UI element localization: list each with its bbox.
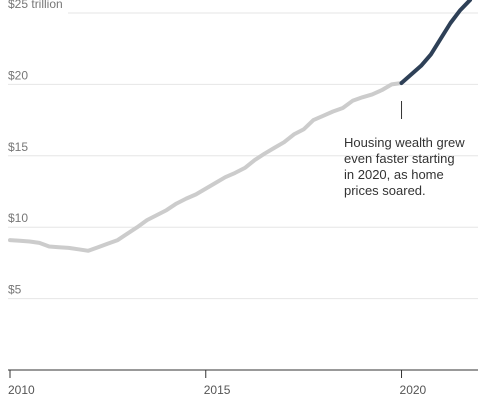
x-axis-ticks: 2010 2015 2020	[8, 370, 427, 397]
x-tick-label: 2020	[400, 383, 427, 397]
y-tick-label: $20	[8, 68, 28, 82]
series-line-2	[399, 0, 472, 85]
annotation-text: Housing wealth grew even faster starting i…	[344, 135, 465, 198]
y-axis-tick-labels: $25 trillion $20 $15 $10 $5	[8, 0, 63, 297]
series-lines	[8, 0, 472, 253]
annotation-line: in 2020, as home	[344, 167, 444, 182]
x-tick-label: 2015	[204, 383, 231, 397]
y-tick-label: $15	[8, 140, 28, 154]
annotation-line: even faster starting	[344, 151, 455, 166]
series-line-1	[8, 81, 404, 253]
annotation-line: Housing wealth grew	[344, 135, 465, 150]
y-tick-label: $25 trillion	[8, 0, 63, 11]
y-tick-label: $10	[8, 211, 28, 225]
x-tick-label: 2010	[8, 383, 35, 397]
y-tick-label: $5	[8, 283, 22, 297]
annotation-line: prices soared.	[344, 183, 426, 198]
